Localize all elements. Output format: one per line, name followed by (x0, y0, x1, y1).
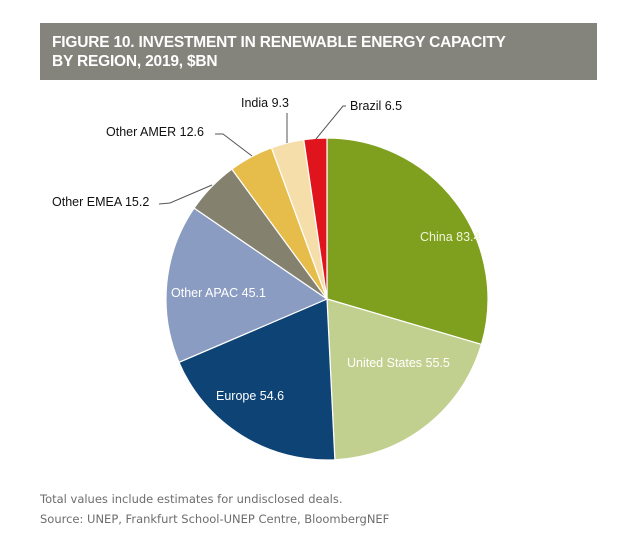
source-note: Source: UNEP, Frankfurt School-UNEP Cent… (40, 512, 390, 526)
chart-title-line-1: FIGURE 10. INVESTMENT IN RENEWABLE ENERG… (52, 34, 506, 51)
data-label-europe: Europe 54.6 (216, 389, 284, 403)
leader-line-brazil (315, 105, 346, 140)
title-bar: FIGURE 10. INVESTMENT IN RENEWABLE ENERG… (40, 23, 597, 80)
pie-slice-other-apac (165, 207, 329, 364)
chart-title-line-2: BY REGION, 2019, $BN (52, 53, 218, 70)
data-label-other-apac: Other APAC 45.1 (171, 286, 266, 300)
pie-slice-united-states (326, 298, 483, 461)
leader-line-other-amer (215, 133, 253, 157)
data-label-china: China 83.4 (420, 230, 481, 244)
leader-line-other-emea (158, 184, 213, 205)
pie-slice-china (326, 137, 489, 346)
pie-slice-brazil (303, 137, 328, 300)
data-label-united-states: United States 55.5 (347, 356, 450, 370)
pie-slice-europe (178, 298, 336, 461)
footnote: Total values include estimates for undis… (40, 492, 343, 506)
data-label-other-amer: Other AMER 12.6 (106, 125, 204, 139)
data-label-other-emea: Other EMEA 15.2 (52, 195, 149, 209)
data-label-brazil: Brazil 6.5 (350, 99, 402, 113)
data-label-india: India 9.3 (241, 96, 289, 110)
